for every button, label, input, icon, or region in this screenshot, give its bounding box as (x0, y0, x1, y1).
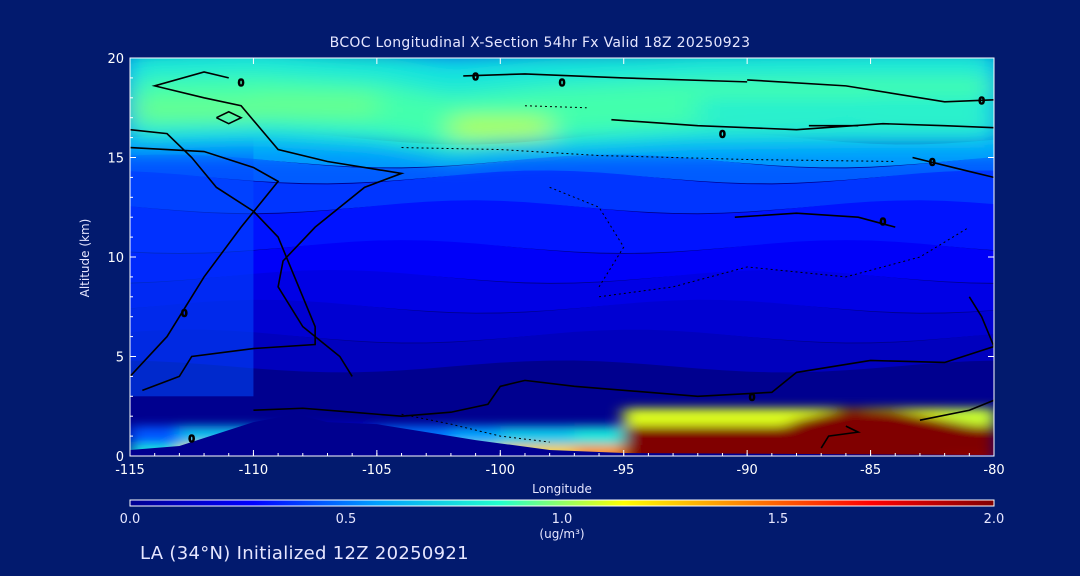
colorbar-tick-label: 0.5 (335, 512, 357, 527)
colorbar-unit-label: (ug/m³) (539, 527, 585, 541)
contour-line (820, 425, 861, 449)
y-tick-label: 20 (107, 52, 124, 67)
contour-line (524, 105, 587, 109)
contour-label: 0 (238, 78, 244, 89)
contour-line (463, 73, 748, 83)
contour-line (747, 79, 994, 103)
contour-line (130, 146, 280, 377)
x-tick-label: -110 (239, 463, 269, 478)
contour-line (912, 156, 994, 179)
contour-line (401, 147, 896, 162)
field-layer (130, 200, 994, 254)
x-tick-label: -100 (486, 463, 516, 478)
y-tick-label: 0 (116, 450, 124, 465)
x-tick-label: -115 (115, 463, 145, 478)
upper-band-core (253, 95, 377, 116)
y-axis: 0 5 10 15 20 (107, 52, 994, 465)
upper-band-core (130, 99, 254, 120)
upper-band-core (376, 103, 451, 124)
field-layer (130, 269, 994, 313)
chart-title: BCOC Longitudinal X-Section 54hr Fx Vali… (329, 35, 751, 51)
contour-label: 0 (749, 392, 755, 403)
upper-band-core (697, 99, 871, 120)
field-layer (130, 154, 994, 184)
terrain-mask (130, 414, 994, 456)
field-layer (130, 299, 994, 343)
colorbar-tick-label: 2.0 (983, 512, 1005, 527)
x-tick-label: -80 (983, 463, 1004, 478)
x-tick-label: -95 (613, 463, 634, 478)
colorbar-tick-label: 1.5 (767, 512, 789, 527)
y-tick-label: 5 (116, 351, 124, 366)
field-layer (130, 329, 994, 373)
upper-band-core (870, 97, 994, 118)
contour-line (919, 399, 994, 421)
surface-max-region (623, 408, 994, 456)
contour-label: 0 (978, 96, 984, 107)
contour-line (549, 186, 625, 288)
contour-line (734, 212, 896, 228)
contour-lines: 0 0 0 0 0 0 0 0 0 0 (130, 71, 994, 449)
contour-label: 0 (719, 130, 725, 141)
contour-label: 0 (880, 217, 886, 228)
y-tick-label: 10 (107, 251, 124, 266)
surface-core (574, 445, 625, 456)
contour-label: 0 (559, 78, 565, 89)
x-axis: -115 -110 -105 -100 -95 -90 -85 -80 (115, 58, 1005, 478)
upper-band-core (450, 117, 550, 138)
contour-line (151, 71, 405, 377)
x-tick-label: -90 (737, 463, 758, 478)
x-tick-label: -105 (362, 463, 392, 478)
colorbar-tick-label: 0.0 (119, 512, 141, 527)
contour-label: 0 (929, 157, 935, 168)
contour-line (611, 118, 994, 131)
x-tick-label: -85 (860, 463, 881, 478)
contour-line (598, 226, 970, 298)
field-layer (130, 240, 994, 283)
contour-line (216, 110, 243, 125)
contour-line (401, 413, 550, 443)
contour-line (253, 296, 994, 418)
contour-label: 0 (181, 309, 187, 320)
contour-label: 0 (472, 72, 478, 83)
plot-field: 0 0 0 0 0 0 0 0 0 0 (130, 58, 994, 456)
colorbar (129, 499, 995, 507)
y-tick-label: 15 (107, 152, 124, 167)
terrain-profile (130, 414, 994, 456)
upper-aerosol-band (130, 58, 994, 160)
contour-line (130, 128, 316, 392)
colorbar-tick-label: 1.0 (551, 512, 573, 527)
footer-caption: LA (34°N) Initialized 12Z 20250921 (140, 543, 469, 564)
x-axis-label: Longitude (532, 482, 592, 496)
contour-label: 0 (189, 434, 195, 445)
